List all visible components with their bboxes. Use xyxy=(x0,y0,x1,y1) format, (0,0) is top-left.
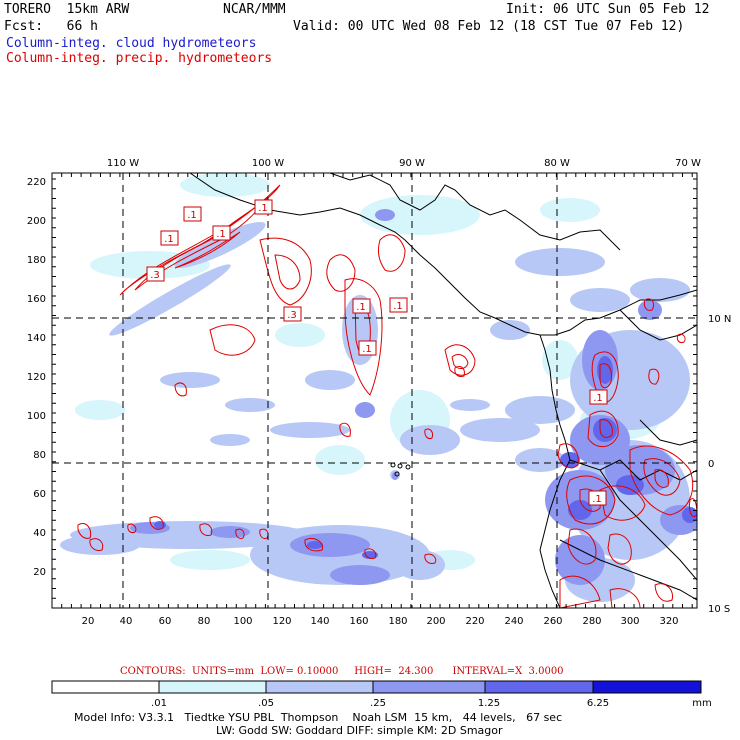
y-tick-label: 220 xyxy=(27,177,46,188)
x-tick-label: 320 xyxy=(659,616,678,627)
x-tick-label: 160 xyxy=(349,616,368,627)
contour-label-text: .1 xyxy=(187,210,197,221)
contour-label-box: .1 xyxy=(160,230,179,246)
lon-label: 100 W xyxy=(252,158,284,169)
x-tick-label: 220 xyxy=(465,616,484,627)
y-tick-label: 180 xyxy=(27,255,46,266)
y-tick-label: 40 xyxy=(33,528,46,539)
coastlines xyxy=(189,173,697,608)
contour-label-text: .1 xyxy=(258,203,268,214)
colorbar-label: 6.25 xyxy=(587,698,609,709)
contour-label-box: .3 xyxy=(283,306,302,322)
x-tick-label: 240 xyxy=(504,616,523,627)
y-tick-label: 20 xyxy=(33,567,46,578)
lat-label: 10 S xyxy=(708,604,730,615)
colorbar-bin-1 xyxy=(158,680,267,694)
colorbar-label: 1.25 xyxy=(478,698,500,709)
legend-precip: Column-integ. precip. hydrometeors xyxy=(6,51,273,66)
right-lat-labels: 10 N 0 10 S xyxy=(708,314,731,615)
contour-label-text: .1 xyxy=(216,229,226,240)
lon-label: 90 W xyxy=(399,158,425,169)
contour-label-box: .1 xyxy=(352,298,371,314)
contour-label-box: .1 xyxy=(589,389,608,405)
contour-label-text: .1 xyxy=(356,302,366,313)
lat-label: 0 xyxy=(708,459,714,470)
lon-label: 70 W xyxy=(675,158,701,169)
colorbar-label: .01 xyxy=(151,698,167,709)
y-tick-label: 80 xyxy=(33,450,46,461)
lon-label: 80 W xyxy=(544,158,570,169)
x-tick-label: 80 xyxy=(198,616,211,627)
latlon-grid xyxy=(52,173,697,608)
colorbar-label: .05 xyxy=(258,698,274,709)
colorbar-bin-0 xyxy=(51,680,160,694)
x-tick-label: 200 xyxy=(426,616,445,627)
contour-label-box: .1 xyxy=(183,206,202,222)
footer-physics-info: LW: Godd SW: Goddard DIFF: simple KM: 2D… xyxy=(216,724,503,737)
x-tick-label: 280 xyxy=(582,616,601,627)
colorbar-bin-5 xyxy=(592,680,702,694)
y-tick-label: 100 xyxy=(27,411,46,422)
contour-label-text: .1 xyxy=(393,301,403,312)
contour-label-box: .1 xyxy=(358,340,377,356)
contour-label-box: .1 xyxy=(588,490,607,506)
x-tick-label: 120 xyxy=(272,616,291,627)
legend-cloud: Column-integ. cloud hydrometeors xyxy=(6,36,257,51)
x-tick-label: 140 xyxy=(310,616,329,627)
galapagos-islands xyxy=(390,462,411,477)
y-tick-label: 120 xyxy=(27,372,46,383)
colorbar-bin-3 xyxy=(372,680,486,694)
tick-marks xyxy=(51,173,697,609)
colorbar-unit: mm xyxy=(692,698,711,709)
contour-label-text: .1 xyxy=(593,393,603,404)
valid-time: Valid: 00 UTC Wed 08 Feb 12 (18 CST Tue … xyxy=(293,19,685,34)
x-tick-label: 180 xyxy=(388,616,407,627)
contour-label-box: .3 xyxy=(146,266,165,282)
y-tick-label: 60 xyxy=(33,489,46,500)
precip-contours xyxy=(77,184,697,608)
footer-model-info: Model Info: V3.3.1 Tiedtke YSU PBL Thomp… xyxy=(74,711,563,724)
colorbar-label: .25 xyxy=(370,698,386,709)
y-axis-labels: 220 200 180 160 140 120 100 80 60 40 20 xyxy=(27,177,46,578)
contour-value-labels: .1 .1 .1 .1 .3 .1 .1 .3 .1 .1 .1 xyxy=(146,199,608,506)
contour-label-box: .1 xyxy=(212,225,231,241)
model-title: TORERO 15km ARW xyxy=(4,2,130,17)
contour-label-box: .1 xyxy=(389,297,408,313)
contour-label-text: .1 xyxy=(362,344,372,355)
x-tick-label: 100 xyxy=(233,616,252,627)
x-tick-label: 260 xyxy=(543,616,562,627)
lon-label: 110 W xyxy=(107,158,139,169)
plot-frame xyxy=(51,172,698,609)
x-axis-labels: 20 40 60 80 100 120 140 160 180 200 220 … xyxy=(82,616,679,627)
forecast-hour: Fcst: 66 h xyxy=(4,19,98,34)
contour-label-text: .3 xyxy=(287,310,297,321)
colorbar-bin-2 xyxy=(265,680,374,694)
x-tick-label: 60 xyxy=(159,616,172,627)
init-time: Init: 06 UTC Sun 05 Feb 12 xyxy=(506,2,710,17)
colorbar: .01 .05 .25 1.25 6.25 mm xyxy=(51,680,712,709)
x-tick-label: 300 xyxy=(620,616,639,627)
x-tick-label: 40 xyxy=(120,616,133,627)
lat-label: 10 N xyxy=(708,314,731,325)
contour-info: CONTOURS: UNITS=mm LOW= 0.10000 HIGH= 24… xyxy=(120,666,564,677)
x-tick-label: 20 xyxy=(82,616,95,627)
contour-label-box: .1 xyxy=(254,199,273,215)
contour-label-text: .1 xyxy=(592,494,602,505)
contour-label-text: .1 xyxy=(164,234,174,245)
y-tick-label: 200 xyxy=(27,216,46,227)
contour-label-text: .3 xyxy=(150,270,160,281)
top-lon-labels: 110 W 100 W 90 W 80 W 70 W xyxy=(107,158,701,169)
colorbar-bin-4 xyxy=(484,680,594,694)
y-tick-label: 160 xyxy=(27,294,46,305)
org-title: NCAR/MMM xyxy=(223,2,286,17)
y-tick-label: 140 xyxy=(27,333,46,344)
